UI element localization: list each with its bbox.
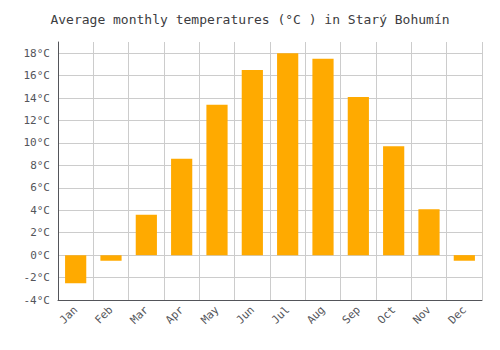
svg-text:8°C: 8°C — [30, 159, 50, 172]
svg-text:14°C: 14°C — [24, 92, 51, 105]
svg-text:12°C: 12°C — [24, 114, 51, 127]
svg-text:18°C: 18°C — [24, 47, 51, 60]
svg-text:Aug: Aug — [304, 303, 327, 326]
svg-text:16°C: 16°C — [24, 69, 51, 82]
svg-text:Dec: Dec — [446, 303, 469, 326]
svg-text:Nov: Nov — [410, 303, 433, 326]
svg-text:2°C: 2°C — [30, 226, 50, 239]
svg-text:4°C: 4°C — [30, 204, 50, 217]
svg-text:May: May — [198, 303, 221, 326]
svg-text:Apr: Apr — [163, 303, 186, 326]
svg-text:0°C: 0°C — [30, 249, 50, 262]
svg-text:Mar: Mar — [128, 303, 151, 326]
svg-text:Average monthly temperatures (: Average monthly temperatures (°C ) in St… — [50, 12, 449, 27]
svg-text:-2°C: -2°C — [24, 271, 51, 284]
svg-text:Jun: Jun — [234, 303, 257, 326]
svg-text:Jan: Jan — [57, 303, 80, 326]
svg-text:Feb: Feb — [92, 303, 115, 326]
svg-text:Jul: Jul — [269, 303, 292, 326]
svg-text:6°C: 6°C — [30, 181, 50, 194]
svg-text:Sep: Sep — [340, 303, 363, 326]
svg-text:10°C: 10°C — [24, 136, 51, 149]
svg-text:-4°C: -4°C — [24, 294, 51, 307]
svg-text:Oct: Oct — [375, 303, 398, 326]
